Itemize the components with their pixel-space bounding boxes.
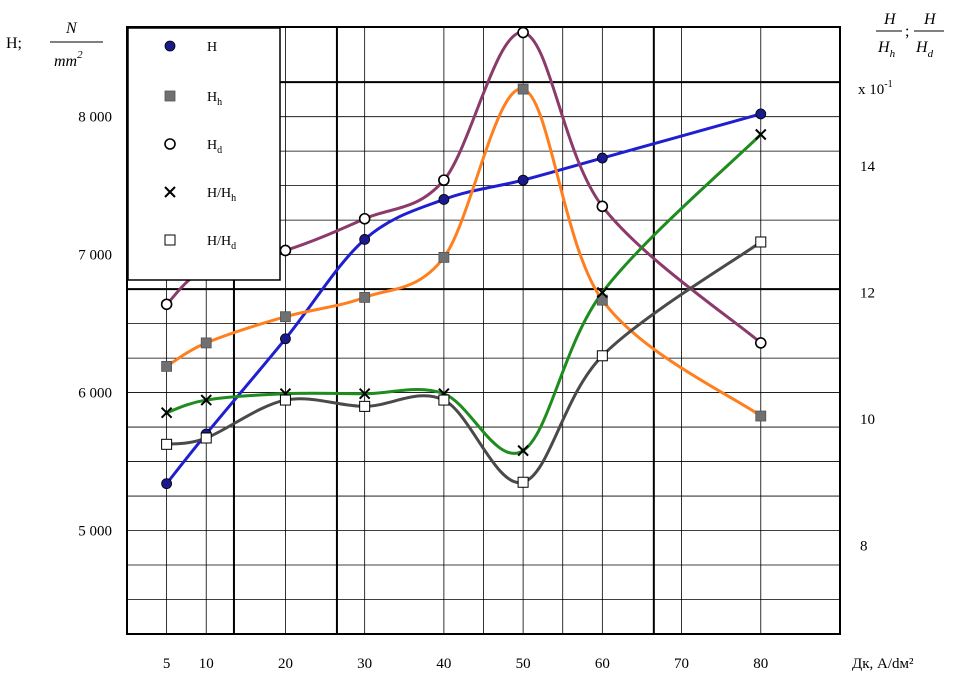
data-point-3 [517, 444, 529, 457]
legend-label: H/Hd [207, 234, 236, 252]
data-point-4 [359, 400, 371, 412]
plot-frame [126, 26, 841, 635]
right-tick-label: 8 [860, 538, 868, 554]
data-point-1 [596, 294, 608, 306]
right-axis-den-1: Hh [877, 39, 896, 60]
legend-label: Hd [207, 138, 222, 156]
data-point-1 [359, 291, 371, 303]
left-axis-prefix: H; [6, 35, 22, 52]
legend-label: H/Hh [207, 186, 236, 204]
data-point-3 [755, 128, 767, 141]
data-point-0 [438, 194, 450, 205]
data-point-2 [160, 298, 173, 311]
legend-marker [164, 40, 176, 52]
data-point-4 [161, 438, 173, 450]
data-point-4 [279, 394, 291, 406]
data-point-4 [517, 476, 529, 488]
x-tick-label: 40 [436, 656, 451, 672]
right-axis-den-2: Hd [915, 39, 934, 60]
data-point-1 [755, 410, 767, 422]
data-point-2 [279, 244, 292, 257]
data-point-0 [517, 174, 529, 186]
left-tick-label: 7 000 [78, 248, 112, 264]
x-tick-label: 70 [674, 656, 689, 672]
x-tick-label: 20 [278, 656, 293, 672]
data-point-2 [438, 174, 450, 186]
legend-marker [164, 90, 176, 102]
right-tick-label: 10 [860, 412, 875, 428]
left-axis-denominator: mm2 [54, 49, 83, 70]
data-point-1 [200, 337, 212, 349]
right-tick-label: 12 [860, 286, 875, 302]
legend: H Hh Hd H/Hh H/Hd [127, 27, 281, 281]
left-axis-numerator: N [65, 20, 78, 37]
left-tick-label: 8 000 [78, 110, 112, 126]
data-point-1 [517, 83, 529, 95]
legend-label: H [207, 40, 217, 55]
data-point-0 [755, 108, 767, 120]
data-point-3 [200, 394, 212, 406]
left-tick-label: 5 000 [78, 524, 112, 540]
data-point-0 [161, 478, 173, 490]
data-point-3 [596, 286, 609, 299]
x-tick-label: 80 [753, 656, 768, 672]
data-point-1 [161, 360, 173, 372]
legend-marker [164, 234, 176, 246]
left-axis-ticks: 5 000 6 000 7 000 8 000 [78, 110, 112, 540]
data-point-4 [755, 236, 767, 248]
data-point-4 [200, 432, 212, 444]
x-tick-label: 10 [199, 656, 214, 672]
right-tick-label: 14 [860, 159, 876, 175]
data-point-2 [517, 26, 529, 39]
x-tick-label: 5 [163, 656, 171, 672]
left-tick-label: 6 000 [78, 386, 112, 402]
data-point-0 [280, 333, 291, 345]
x-axis-title: Дк, А/dм² [852, 656, 914, 672]
data-point-1 [280, 311, 291, 323]
right-axis-title: H Hh ; H Hd x 10-1 [858, 11, 944, 98]
data-point-1 [438, 251, 450, 263]
x-tick-label: 50 [516, 656, 531, 672]
right-axis-ticks: 8 10 12 14 [860, 159, 876, 554]
data-point-2 [754, 337, 767, 349]
data-point-4 [596, 350, 608, 362]
data-point-3 [160, 406, 173, 419]
legend-box [127, 27, 281, 281]
data-point-4 [438, 394, 450, 406]
series-markers [160, 26, 767, 490]
data-point-3 [358, 388, 371, 400]
left-axis-title: H; N mm2 [6, 20, 103, 70]
right-axis-num-1: H [883, 11, 897, 28]
x-axis-ticks: 5 10 20 30 40 50 60 70 80 [163, 656, 768, 672]
data-point-2 [358, 212, 371, 225]
right-axis-num-2: H [923, 11, 937, 28]
x-tick-label: 60 [595, 656, 610, 672]
x-tick-label: 30 [357, 656, 372, 672]
right-axis-scale-note: x 10-1 [858, 79, 893, 98]
data-point-0 [359, 234, 371, 245]
data-point-2 [596, 200, 609, 213]
legend-label: Hh [207, 90, 222, 108]
legend-marker [164, 186, 176, 198]
right-axis-separator: ; [905, 23, 909, 40]
legend-marker [164, 138, 176, 150]
data-point-0 [596, 152, 608, 164]
